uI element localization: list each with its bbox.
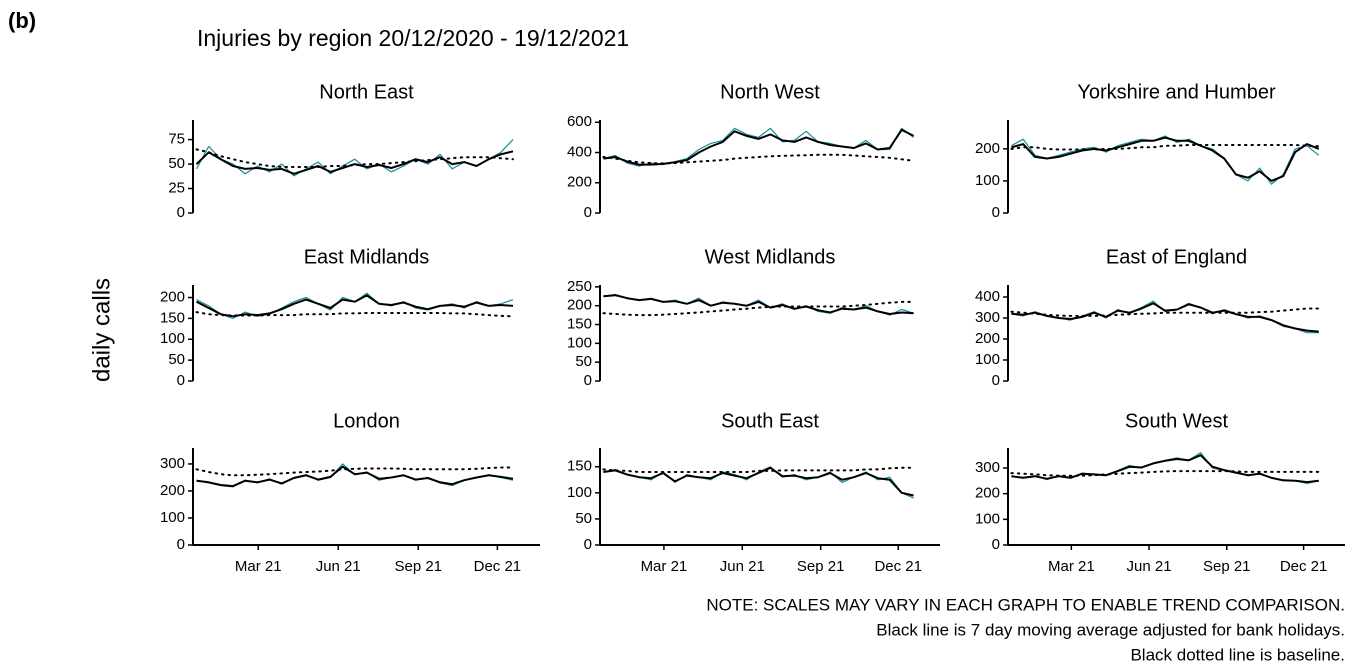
- chart-title: Injuries by region 20/12/2020 - 19/12/20…: [197, 25, 629, 51]
- y-tick-label: 150: [567, 315, 592, 332]
- panel-title: East of England: [1106, 246, 1247, 268]
- y-tick-label: 0: [992, 372, 1000, 389]
- x-tick-label: Jun 21: [1127, 558, 1172, 575]
- y-tick-label: 0: [584, 536, 592, 553]
- x-tick-label: Mar 21: [235, 558, 282, 575]
- y-tick-label: 300: [975, 309, 1000, 326]
- y-tick-label: 100: [567, 484, 592, 501]
- x-tick-label: Dec 21: [474, 558, 522, 575]
- y-tick-label: 75: [168, 131, 185, 148]
- y-tick-label: 0: [177, 536, 185, 553]
- y-axis-label: daily calls: [88, 278, 115, 382]
- y-tick-label: 100: [567, 334, 592, 351]
- baseline-line: [1010, 470, 1320, 477]
- y-tick-label: 100: [160, 330, 185, 347]
- series-line: [196, 463, 514, 488]
- y-tick-label: 100: [975, 172, 1000, 189]
- baseline-line: [1010, 144, 1320, 151]
- y-tick-label: 150: [567, 458, 592, 475]
- y-tick-label: 200: [975, 140, 1000, 157]
- y-tick-label: 200: [975, 485, 1000, 502]
- panel-title: North East: [319, 81, 414, 103]
- panel-title: East Midlands: [304, 246, 430, 268]
- panel-title: London: [333, 410, 400, 432]
- baseline-line: [1010, 307, 1320, 317]
- x-tick-label: Sep 21: [1203, 558, 1251, 575]
- baseline-line: [602, 466, 915, 473]
- x-tick-label: Dec 21: [874, 558, 922, 575]
- x-tick-label: Sep 21: [394, 558, 442, 575]
- y-tick-label: 200: [567, 174, 592, 191]
- baseline-line: [195, 148, 514, 168]
- y-tick-label: 100: [975, 510, 1000, 527]
- series-line: [1011, 302, 1319, 333]
- series-line: [196, 465, 514, 488]
- baseline-line: [195, 466, 514, 477]
- x-tick-label: Mar 21: [641, 558, 688, 575]
- panel-label: (b): [8, 8, 36, 33]
- y-tick-label: 200: [975, 330, 1000, 347]
- y-tick-label: 100: [160, 509, 185, 526]
- x-tick-label: Mar 21: [1048, 558, 1095, 575]
- y-tick-label: 250: [567, 278, 592, 295]
- baseline-line: [602, 300, 915, 317]
- y-tick-label: 50: [575, 353, 592, 370]
- y-tick-label: 300: [160, 455, 185, 472]
- y-tick-label: 0: [177, 204, 185, 221]
- baseline-line: [195, 311, 514, 318]
- annotation: Black line is 7 day moving average adjus…: [876, 620, 1345, 639]
- y-tick-label: 0: [584, 372, 592, 389]
- y-tick-label: 200: [160, 482, 185, 499]
- series-line: [195, 150, 514, 175]
- series-line: [603, 128, 915, 166]
- y-tick-label: 25: [168, 179, 185, 196]
- y-tick-label: 600: [567, 113, 592, 130]
- y-tick-label: 200: [160, 288, 185, 305]
- series-line: [603, 127, 914, 167]
- y-tick-label: 50: [168, 155, 185, 172]
- y-tick-label: 400: [975, 288, 1000, 305]
- series-line: [195, 139, 514, 177]
- panel-title: Yorkshire and Humber: [1077, 81, 1276, 103]
- y-tick-label: 0: [992, 536, 1000, 553]
- x-tick-label: Jun 21: [720, 558, 765, 575]
- y-tick-label: 0: [992, 204, 1000, 221]
- series-line: [1011, 135, 1320, 185]
- x-tick-label: Jun 21: [316, 558, 361, 575]
- y-tick-label: 50: [168, 351, 185, 368]
- series-line: [603, 294, 914, 315]
- panel-title: West Midlands: [705, 246, 836, 268]
- y-tick-label: 150: [160, 309, 185, 326]
- baseline-line: [602, 153, 915, 165]
- panel-title: South West: [1125, 410, 1228, 432]
- y-tick-label: 400: [567, 143, 592, 160]
- y-tick-label: 0: [584, 204, 592, 221]
- x-tick-label: Sep 21: [797, 558, 845, 575]
- x-tick-label: Dec 21: [1280, 558, 1328, 575]
- series-line: [1011, 136, 1320, 182]
- series-line: [603, 466, 914, 497]
- y-tick-label: 100: [975, 351, 1000, 368]
- annotation: Black dotted line is baseline.: [1130, 645, 1345, 664]
- y-tick-label: 0: [177, 372, 185, 389]
- y-tick-label: 200: [567, 297, 592, 314]
- series-line: [1011, 454, 1319, 484]
- y-tick-label: 300: [975, 459, 1000, 476]
- series-line: [603, 293, 914, 316]
- panel-title: North West: [720, 81, 820, 103]
- y-tick-label: 50: [575, 510, 592, 527]
- panel-title: South East: [721, 410, 819, 432]
- annotation: NOTE: SCALES MAY VARY IN EACH GRAPH TO E…: [706, 595, 1345, 614]
